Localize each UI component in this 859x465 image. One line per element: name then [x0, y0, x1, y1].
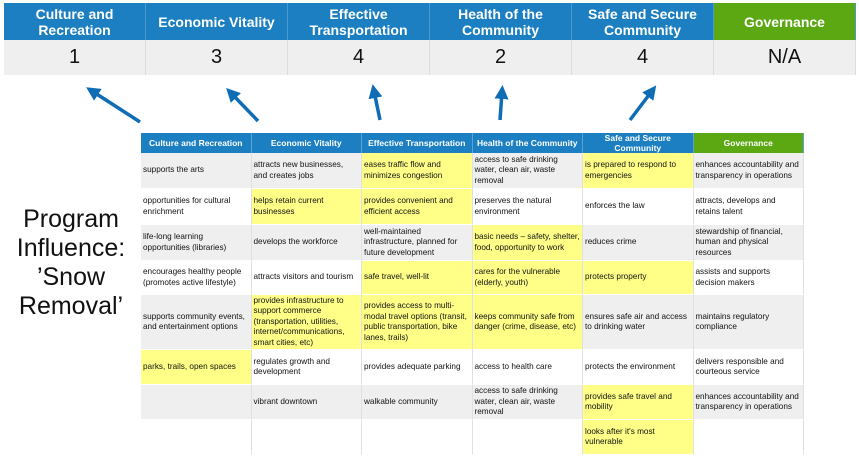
matrix-cell: supports community events, and entertain…: [141, 295, 252, 350]
side-label-line: Influence:: [16, 234, 126, 262]
matrix-cell-highlighted: parks, trails, open spaces: [141, 350, 252, 385]
matrix-cell: vibrant downtown: [251, 385, 362, 420]
matrix-cell: provides adequate parking: [362, 350, 473, 385]
category-header: Effective Transportation: [288, 3, 430, 40]
score-summary-table: Culture and Recreation Economic Vitality E…: [4, 3, 856, 75]
category-score: 1: [4, 40, 146, 75]
matrix-cell: attracts new businesses, and creates job…: [251, 153, 362, 189]
matrix-cell: walkable community: [362, 385, 473, 420]
matrix-cell-highlighted: provides safe travel and mobility: [583, 385, 694, 420]
matrix-cell: well-maintained infrastructure, planned …: [362, 225, 473, 261]
matrix-cell-highlighted: provides infrastructure to support comme…: [251, 295, 362, 350]
matrix-cell: delivers responsible and courteous servi…: [693, 350, 804, 385]
matrix-cell: protects the environment: [583, 350, 694, 385]
matrix-cell-highlighted: helps retain current businesses: [251, 189, 362, 225]
matrix-header: Effective Transportation: [362, 133, 473, 153]
matrix-cell: [693, 420, 804, 455]
category-header: Governance: [714, 3, 856, 40]
matrix-cell-highlighted: is prepared to respond to emergencies: [583, 153, 694, 189]
matrix-cell: access to safe drinking water, clean air…: [472, 385, 583, 420]
matrix-cell: attracts visitors and tourism: [251, 261, 362, 295]
matrix-cell: reduces crime: [583, 225, 694, 261]
category-header: Health of the Community: [430, 3, 572, 40]
matrix-cell: preserves the natural environment: [472, 189, 583, 225]
arrow-icon: [368, 84, 383, 121]
category-score: N/A: [714, 40, 856, 75]
matrix-cell-highlighted: eases traffic flow and minimizes congest…: [362, 153, 473, 189]
side-label-line: Removal’: [18, 292, 124, 320]
arrow-icon: [226, 87, 260, 123]
category-score: 3: [146, 40, 288, 75]
matrix-cell-highlighted: basic needs – safety, shelter, food, opp…: [472, 225, 583, 261]
matrix-cell: maintains regulatory compliance: [693, 295, 804, 350]
matrix-cell: develops the workforce: [251, 225, 362, 261]
matrix-cell: [251, 420, 362, 455]
matrix-header: Economic Vitality: [251, 133, 362, 153]
matrix-cell: [141, 420, 252, 455]
arrow-icon: [628, 85, 657, 122]
matrix-cell: ensures safe air and access to drinking …: [583, 295, 694, 350]
matrix-cell: [141, 385, 252, 420]
category-score: 2: [430, 40, 572, 75]
matrix-cell: opportunities for cultural enrichment: [141, 189, 252, 225]
matrix-cell: regulates growth and development: [251, 350, 362, 385]
matrix-header: Safe and Secure Community: [583, 133, 694, 153]
category-header: Safe and Secure Community: [572, 3, 714, 40]
category-score: 4: [572, 40, 714, 75]
side-label-line: Program: [23, 205, 119, 233]
matrix-header: Health of the Community: [472, 133, 583, 153]
matrix-cell: [472, 420, 583, 455]
matrix-cell: assists and supports decision makers: [693, 261, 804, 295]
category-header: Economic Vitality: [146, 3, 288, 40]
influence-matrix: Culture and Recreation Economic Vitality E…: [141, 133, 804, 455]
matrix-cell-highlighted: provides convenient and efficient access: [362, 189, 473, 225]
matrix-cell-highlighted: provides access to multi-modal travel op…: [362, 295, 473, 350]
matrix-cell: stewardship of financial, human and phys…: [693, 225, 804, 261]
matrix-cell: access to safe drinking water, clean air…: [472, 153, 583, 189]
matrix-cell: encourages healthy people (promotes acti…: [141, 261, 252, 295]
matrix-cell: supports the arts: [141, 153, 252, 189]
matrix-cell: [362, 420, 473, 455]
category-score: 4: [288, 40, 430, 75]
side-label-line: ’Snow: [36, 263, 106, 291]
matrix-cell: enhances accountability and transparency…: [693, 153, 804, 189]
matrix-cell-highlighted: safe travel, well-lit: [362, 261, 473, 295]
matrix-cell-highlighted: looks after it's most vulnerable: [583, 420, 694, 455]
matrix-cell: enhances accountability and transparency…: [693, 385, 804, 420]
matrix-cell: life-long learning opportunities (librar…: [141, 225, 252, 261]
category-header: Culture and Recreation: [4, 3, 146, 40]
matrix-cell: enforces the law: [583, 189, 694, 225]
matrix-cell: access to health care: [472, 350, 583, 385]
arrows: [86, 84, 657, 124]
arrow-icon: [86, 87, 141, 124]
matrix-cell-highlighted: protects property: [583, 261, 694, 295]
matrix-cell: attracts, develops and retains talent: [693, 189, 804, 225]
matrix-cell-highlighted: keeps community safe from danger (crime,…: [472, 295, 583, 350]
matrix-header: Culture and Recreation: [141, 133, 252, 153]
program-influence-label: Program Influence: ’Snow Removal’: [6, 205, 136, 321]
arrow-icon: [494, 85, 509, 121]
matrix-cell-highlighted: cares for the vulnerable (elderly, youth…: [472, 261, 583, 295]
matrix-header: Governance: [693, 133, 804, 153]
